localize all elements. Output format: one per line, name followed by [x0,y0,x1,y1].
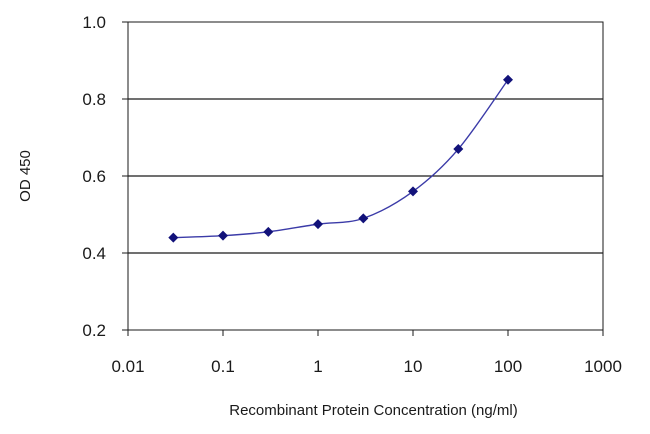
grid-lines [128,98,603,254]
y-tick-label: 0.8 [82,90,106,109]
data-point-marker [503,74,513,85]
x-tick-label: 100 [494,357,522,376]
x-tick-label: 1 [313,357,322,376]
data-point-marker [408,186,418,197]
x-tick-label: 0.1 [211,357,235,376]
y-tick-label: 0.4 [82,244,106,263]
x-tick-label: 1000 [584,357,622,376]
x-tick-label: 0.01 [111,357,144,376]
y-tick-label: 1.0 [82,13,106,32]
y-tick-label: 0.6 [82,167,106,186]
y-tick-label: 0.2 [82,321,106,340]
series-line [173,79,509,239]
x-axis-ticks: 0.01 0.1 1 10 100 1000 [111,330,622,376]
data-point-marker [358,213,369,224]
x-tick-label: 10 [404,357,423,376]
x-axis-title: Recombinant Protein Concentration (ng/ml… [229,402,517,419]
data-point-marker [453,144,464,155]
y-axis-ticks: 0.2 0.4 0.6 0.8 1.0 [82,13,128,340]
y-axis-title: OD 450 [17,150,34,202]
data-point-marker [218,230,228,241]
data-point-marker [313,219,323,230]
data-point-marker [263,226,274,237]
data-point-marker [168,232,179,243]
data-series [168,74,513,243]
